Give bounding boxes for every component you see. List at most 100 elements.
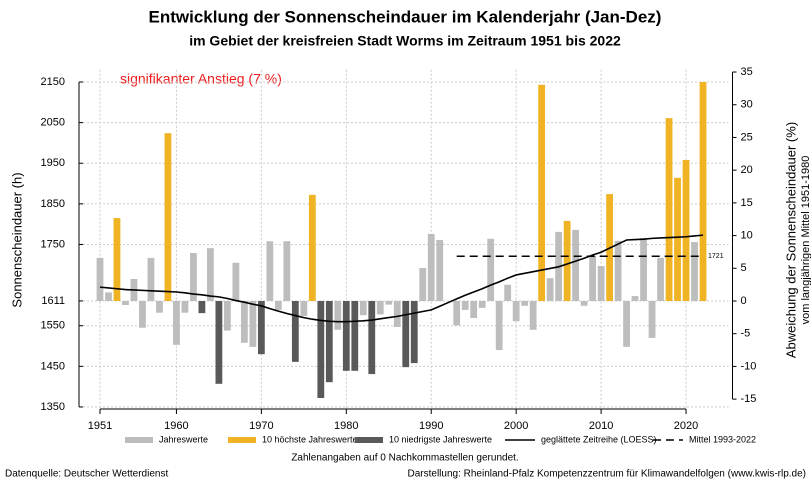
bar bbox=[640, 238, 647, 301]
y2-tick-label: 10 bbox=[741, 229, 753, 241]
x-tick-label: 1960 bbox=[164, 420, 188, 432]
bar bbox=[326, 301, 333, 382]
bar bbox=[479, 301, 486, 308]
source: Datenquelle: Deutscher Wetterdienst bbox=[5, 469, 168, 480]
x-tick-label: 1990 bbox=[419, 420, 443, 432]
y-tick-label: 1750 bbox=[41, 238, 65, 250]
bar bbox=[436, 240, 443, 301]
y2-tick-label: 20 bbox=[741, 164, 753, 176]
y2-tick-label: -15 bbox=[741, 393, 757, 405]
bar bbox=[249, 301, 256, 347]
y2-tick-label: 35 bbox=[741, 66, 753, 78]
bar bbox=[394, 301, 401, 327]
bar bbox=[334, 301, 341, 330]
legend-label: geglättete Zeitreihe (LOESS) bbox=[541, 434, 657, 444]
legend-swatch bbox=[125, 437, 153, 443]
bar bbox=[105, 292, 112, 301]
bar bbox=[385, 301, 392, 305]
bar bbox=[300, 301, 307, 316]
bar bbox=[351, 301, 358, 371]
bar bbox=[674, 178, 681, 301]
y-axis-label: Sonnenscheindauer (h) bbox=[9, 172, 24, 307]
y2-tick-label: 30 bbox=[741, 99, 753, 111]
y2-axis-label: Abweichung der Sonnenscheindauer (%) bbox=[783, 122, 798, 358]
bar bbox=[538, 85, 545, 301]
bar bbox=[309, 195, 316, 301]
bar bbox=[691, 242, 698, 301]
bar bbox=[139, 301, 146, 328]
chart-title: Entwicklung der Sonnenscheindauer im Kal… bbox=[149, 7, 662, 26]
bar bbox=[317, 301, 324, 398]
bar bbox=[470, 301, 477, 318]
bar bbox=[700, 82, 707, 301]
y2-tick-label: 0 bbox=[741, 295, 747, 307]
bar bbox=[360, 301, 367, 315]
bar bbox=[207, 248, 214, 301]
bar bbox=[173, 301, 180, 345]
credit: Darstellung: Rheinland-Pfalz Kompetenzze… bbox=[407, 469, 806, 480]
bar bbox=[666, 118, 673, 301]
bar bbox=[504, 285, 511, 301]
bar bbox=[368, 301, 375, 374]
bar bbox=[623, 301, 630, 347]
bar bbox=[547, 278, 554, 301]
bar bbox=[266, 241, 273, 301]
bar bbox=[428, 234, 435, 301]
bar bbox=[165, 133, 172, 301]
annotation: signifikanter Anstieg (7 %) bbox=[120, 71, 282, 87]
y2-tick-label: 5 bbox=[741, 262, 747, 274]
y2-tick-label: -5 bbox=[741, 328, 751, 340]
bar bbox=[521, 301, 528, 306]
bar bbox=[258, 301, 265, 354]
y-tick-label: 1450 bbox=[41, 360, 65, 372]
bar bbox=[632, 296, 639, 301]
x-tick-label: 2010 bbox=[589, 420, 613, 432]
bar bbox=[572, 230, 579, 301]
bar bbox=[241, 301, 248, 343]
y-tick-label: 1550 bbox=[41, 320, 65, 332]
bar bbox=[496, 301, 503, 350]
x-tick-label: 1951 bbox=[88, 420, 112, 432]
bar bbox=[598, 266, 605, 301]
bar bbox=[275, 301, 282, 310]
bar bbox=[199, 301, 206, 313]
bar bbox=[224, 301, 231, 331]
mean-label: 1721 bbox=[708, 253, 724, 260]
bar bbox=[215, 301, 222, 384]
bar bbox=[453, 301, 460, 325]
y-tick-label: 2150 bbox=[41, 76, 65, 88]
x-tick-label: 2020 bbox=[674, 420, 698, 432]
legend-label: Mittel 1993-2022 bbox=[689, 434, 756, 444]
bar bbox=[419, 268, 426, 301]
bar bbox=[649, 301, 656, 338]
bar bbox=[462, 301, 469, 310]
y-tick-label: 1611 bbox=[41, 295, 65, 307]
bar bbox=[657, 258, 664, 301]
y-tick-label: 2050 bbox=[41, 117, 65, 129]
y2-tick-label: 25 bbox=[741, 131, 753, 143]
legend-swatch bbox=[355, 437, 383, 443]
legend-label: 10 höchste Jahreswerte bbox=[262, 434, 358, 444]
bar bbox=[343, 301, 350, 371]
legend-label: 10 niedrigste Jahreswerte bbox=[389, 434, 492, 444]
bar bbox=[97, 258, 104, 301]
legend-swatch bbox=[228, 437, 256, 443]
x-tick-label: 1980 bbox=[334, 420, 358, 432]
y2-tick-label: 15 bbox=[741, 197, 753, 209]
bar bbox=[513, 301, 520, 321]
bar bbox=[530, 301, 537, 330]
note: Zahlenangaben auf 0 Nachkommastellen ger… bbox=[291, 453, 518, 464]
bar bbox=[402, 301, 409, 367]
bar bbox=[487, 239, 494, 301]
bar bbox=[564, 221, 571, 301]
bar bbox=[232, 263, 239, 301]
y-tick-label: 1950 bbox=[41, 157, 65, 169]
chart-subtitle: im Gebiet der kreisfreien Stadt Worms im… bbox=[189, 33, 621, 49]
bar bbox=[411, 301, 418, 363]
bar bbox=[683, 160, 690, 301]
bar bbox=[292, 301, 299, 362]
bar bbox=[122, 301, 129, 305]
bar bbox=[581, 301, 588, 306]
y2-tick-label: -10 bbox=[741, 360, 757, 372]
